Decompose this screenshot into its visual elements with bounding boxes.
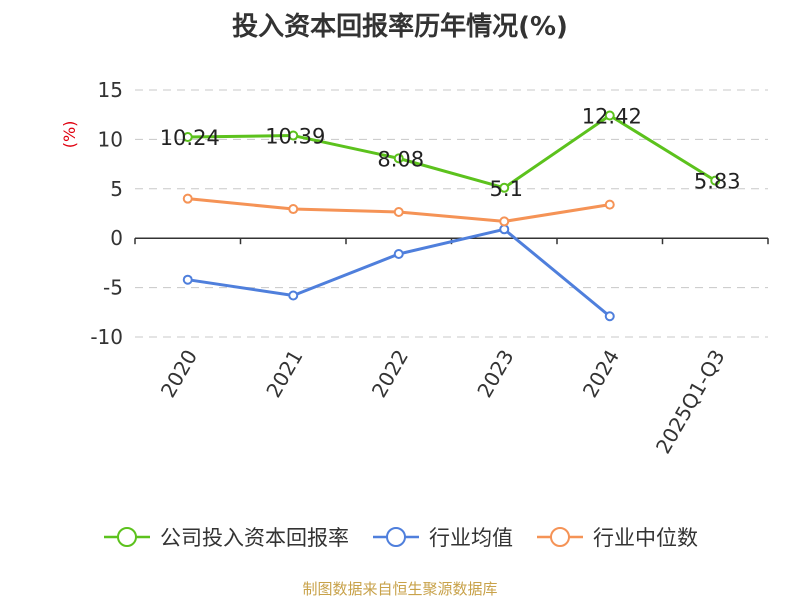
legend-line-marker-icon xyxy=(537,527,583,547)
data-point xyxy=(604,199,615,210)
legend-label: 公司投入资本回报率 xyxy=(160,526,349,550)
legend-line-marker-icon xyxy=(373,527,419,547)
x-tick-label: 2023 xyxy=(472,346,518,402)
x-tick-label: 2022 xyxy=(367,346,413,402)
x-tick-label: 2021 xyxy=(261,346,307,402)
data-point xyxy=(604,311,615,322)
y-tick-label: -10 xyxy=(90,325,123,349)
legend-item[interactable]: 行业均值 xyxy=(371,522,513,552)
y-tick-label: 15 xyxy=(98,78,123,102)
data-point xyxy=(288,130,299,141)
y-tick-label: 10 xyxy=(98,127,123,151)
data-point xyxy=(710,175,721,186)
series-line xyxy=(187,113,717,190)
x-tick-label: 2024 xyxy=(578,346,624,402)
data-point xyxy=(393,153,404,164)
data-label: 10.24 xyxy=(160,126,220,150)
chart-legend: 公司投入资本回报率 行业均值 行业中位数 xyxy=(0,520,800,554)
y-tick-label: 5 xyxy=(110,177,123,201)
data-point xyxy=(182,193,193,204)
roic-line-chart: 15 10 5 0 -5 -10 (%) 2020 2021 2022 2023 2024 2025Q1… xyxy=(60,78,769,458)
data-point xyxy=(499,182,510,193)
legend-line-marker-icon xyxy=(104,527,150,547)
data-label: 8.08 xyxy=(377,147,424,171)
data-point xyxy=(499,216,510,227)
data-point xyxy=(288,204,299,215)
data-point xyxy=(604,110,615,121)
y-axis-label: (%) xyxy=(60,121,79,149)
data-point xyxy=(182,132,193,143)
data-label: 5.83 xyxy=(694,170,741,194)
series-line xyxy=(187,227,611,318)
data-label: 12.42 xyxy=(582,104,642,128)
y-tick-label: -5 xyxy=(103,276,123,300)
x-tick-label: 2020 xyxy=(156,346,202,402)
y-tick-label: 0 xyxy=(110,226,123,250)
data-label: 10.39 xyxy=(265,125,325,149)
x-tick-label: 2025Q1-Q3 xyxy=(651,346,730,458)
legend-label: 行业中位数 xyxy=(593,526,698,550)
data-source-note: 制图数据来自恒生聚源数据库 xyxy=(302,580,498,598)
chart-title: 投入资本回报率历年情况(%) xyxy=(232,12,568,42)
data-point xyxy=(499,224,510,235)
data-point xyxy=(182,274,193,285)
data-point xyxy=(393,207,404,218)
data-point xyxy=(393,249,404,260)
legend-item[interactable]: 行业中位数 xyxy=(535,522,698,552)
legend-item[interactable]: 公司投入资本回报率 xyxy=(102,522,349,552)
legend-label: 行业均值 xyxy=(429,526,513,550)
data-label: 5.1 xyxy=(490,177,523,201)
data-point xyxy=(288,290,299,301)
